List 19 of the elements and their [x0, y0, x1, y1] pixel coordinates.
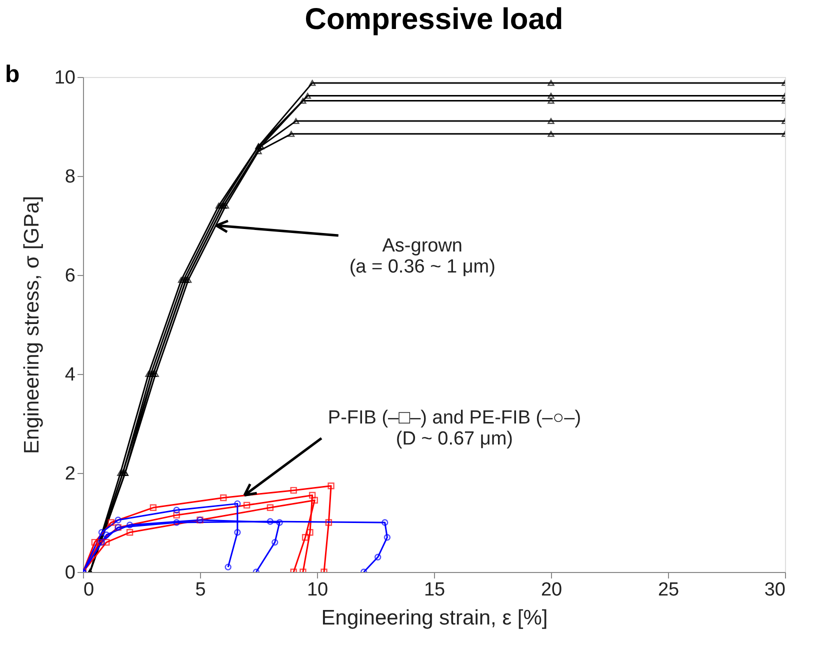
y-tick-label: 2	[64, 464, 76, 484]
annotation: P-FIB (–□–) and PE-FIB (–○–) (D ~ 0.67 μm)	[328, 407, 582, 450]
text: b	[5, 61, 20, 88]
y-tick-label: 4	[64, 364, 76, 386]
x-tick-label: 5	[195, 580, 206, 600]
y-axis-title: Engineering stress, σ [GPa]	[20, 196, 44, 454]
x-tick-label: 0	[84, 580, 94, 600]
x-axis-title: Engineering strain, ε [%]	[321, 606, 548, 630]
x-tick-label: 25	[658, 580, 680, 600]
x-tick-label: 20	[540, 580, 562, 600]
y-tick-label: 10	[54, 68, 76, 88]
x-tick-label: 30	[764, 580, 786, 600]
y-tick-label: 8	[64, 166, 76, 188]
x-tick-label: 15	[424, 580, 446, 600]
annotation: As-grown (a = 0.36 ~ 1 μm)	[349, 236, 496, 278]
y-tick-label: 6	[64, 266, 76, 286]
x-tick-label: 10	[306, 580, 328, 600]
chart-title: Compressive load	[304, 3, 564, 36]
y-tick-label: 0	[64, 562, 76, 584]
